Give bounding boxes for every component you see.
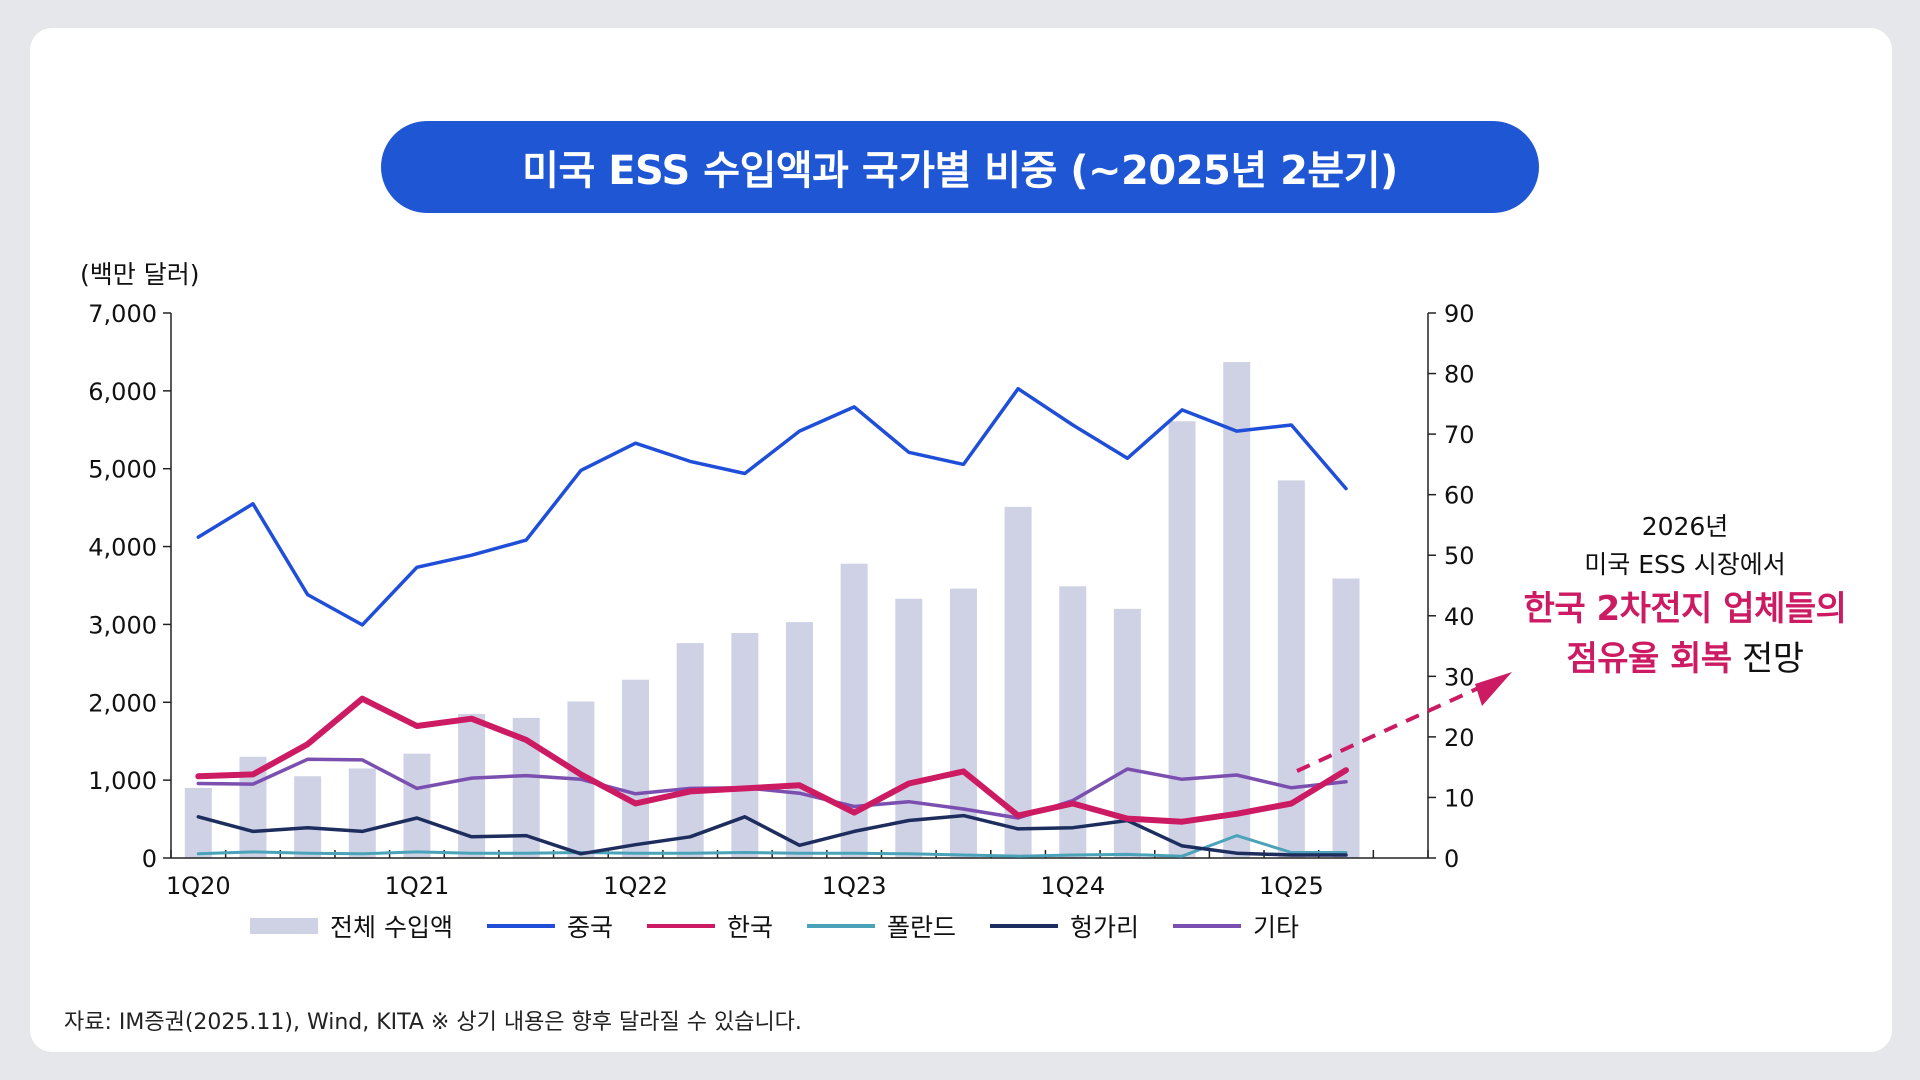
chart-title: 미국 ESS 수입액과 국가별 비중 (~2025년 2분기)	[381, 121, 1539, 213]
legend-label-korea: 한국	[726, 913, 773, 942]
left-axis-tick-label: 4,000	[88, 534, 157, 562]
right-axis-tick-label: 40	[1444, 603, 1475, 631]
series-line-china	[196, 386, 1348, 627]
bars-layer	[184, 362, 1360, 858]
bar-total-3Q24	[1168, 421, 1196, 858]
annotation-highlight-share-recovery: 점유율 회복 전망	[1505, 634, 1865, 684]
annotation-callout: 2026년 미국 ESS 시장에서 한국 2차전지 업체들의 점유율 회복 전망	[1505, 508, 1865, 684]
legend-item-hungary: 헝가리	[990, 908, 1139, 944]
right-axis-tick-label: 80	[1444, 361, 1475, 389]
lines-layer	[195, 386, 1349, 858]
x-axis-tick-label-1Q21: 1Q21	[385, 872, 450, 900]
legend-swatch-hungary	[990, 924, 1058, 928]
bar-total-4Q23	[1004, 506, 1032, 858]
bar-total-2Q22	[676, 643, 704, 858]
legend-item-total: 전체 수입액	[250, 908, 453, 944]
right-axis-tick-label: 60	[1444, 482, 1475, 510]
bar-total-3Q20	[294, 776, 322, 858]
left-axis-tick-label: 7,000	[88, 300, 157, 328]
bar-total-4Q20	[348, 768, 376, 858]
legend-swatch-total	[250, 918, 318, 934]
series-line-poland	[196, 834, 1348, 858]
x-axis-tick-label-1Q24: 1Q24	[1040, 872, 1105, 900]
projection-arrow	[1296, 672, 1512, 773]
axes-layer: 0 1,000 2,000 3,000 4,000 5,000 6,000 7,000 0 10 2…	[88, 300, 1474, 900]
legend-label-other: 기타	[1253, 913, 1300, 942]
right-axis-tick-label: 70	[1444, 421, 1475, 449]
series-line-korea	[195, 695, 1349, 825]
bar-total-1Q24	[1059, 586, 1087, 858]
left-axis-tick-label: 0	[142, 845, 157, 873]
legend-swatch-other	[1173, 924, 1242, 928]
bar-total-3Q22	[731, 632, 759, 858]
legend-item-china: 중국	[486, 908, 613, 944]
series-line-other	[196, 757, 1348, 820]
series-line-hungary	[196, 813, 1348, 857]
chart-legend: 전체 수입액 중국 한국 폴란드 헝가리 기타	[250, 906, 1333, 946]
bar-total-2Q25	[1332, 578, 1360, 858]
legend-label-total: 전체 수입액	[330, 913, 453, 942]
legend-item-other: 기타	[1173, 908, 1299, 944]
x-axis-tick-label-1Q22: 1Q22	[603, 872, 668, 900]
x-axis-tick-label-1Q25: 1Q25	[1259, 872, 1324, 900]
source-note: 자료: IM증권(2025.11), Wind, KITA ※ 상기 내용은 향…	[64, 1010, 802, 1035]
left-axis-tick-label: 2,000	[88, 689, 157, 717]
bar-total-1Q20	[184, 787, 212, 858]
right-axis-tick-label: 30	[1444, 663, 1475, 691]
legend-swatch-poland	[806, 924, 875, 928]
annotation-line-market: 미국 ESS 시장에서	[1584, 550, 1786, 579]
annotation-share-recovery-text: 점유율 회복	[1566, 639, 1732, 679]
projection-arrow-head	[1475, 672, 1512, 706]
bar-total-1Q21	[403, 753, 431, 858]
left-axis-unit-label: (백만 달러)	[80, 260, 200, 289]
projection-arrow-line	[1296, 678, 1497, 773]
legend-swatch-korea	[646, 924, 715, 928]
right-axis-tick-label: 0	[1444, 845, 1459, 873]
left-axis-tick-label: 1,000	[88, 767, 157, 795]
bar-total-3Q23	[949, 588, 977, 858]
legend-label-hungary: 헝가리	[1070, 913, 1140, 942]
legend-item-poland: 폴란드	[806, 908, 956, 944]
left-axis-tick-label: 5,000	[88, 456, 157, 484]
left-axis-tick-label: 3,000	[88, 611, 157, 639]
x-axis-tick-label-1Q20: 1Q20	[166, 872, 231, 900]
bar-total-4Q22	[786, 622, 813, 858]
legend-swatch-china	[486, 924, 555, 928]
right-axis-tick-label: 10	[1444, 784, 1475, 812]
right-axis-tick-label: 20	[1444, 724, 1475, 752]
right-axis-tick-label: 90	[1444, 300, 1475, 328]
annotation-line-year: 2026년	[1641, 512, 1729, 541]
bar-total-1Q22	[622, 679, 650, 858]
legend-item-korea: 한국	[646, 908, 773, 944]
x-axis-tick-label-1Q23: 1Q23	[822, 872, 887, 900]
legend-label-poland: 폴란드	[886, 913, 956, 942]
legend-label-china: 중국	[566, 913, 613, 942]
annotation-outlook-text: 전망	[1731, 639, 1804, 679]
right-axis-tick-label: 50	[1444, 542, 1475, 570]
annotation-highlight-korea-battery: 한국 2차전지 업체들의	[1523, 589, 1847, 629]
bar-total-2Q23	[895, 598, 923, 858]
bar-total-4Q24	[1223, 362, 1251, 858]
left-axis-tick-label: 6,000	[88, 378, 157, 406]
